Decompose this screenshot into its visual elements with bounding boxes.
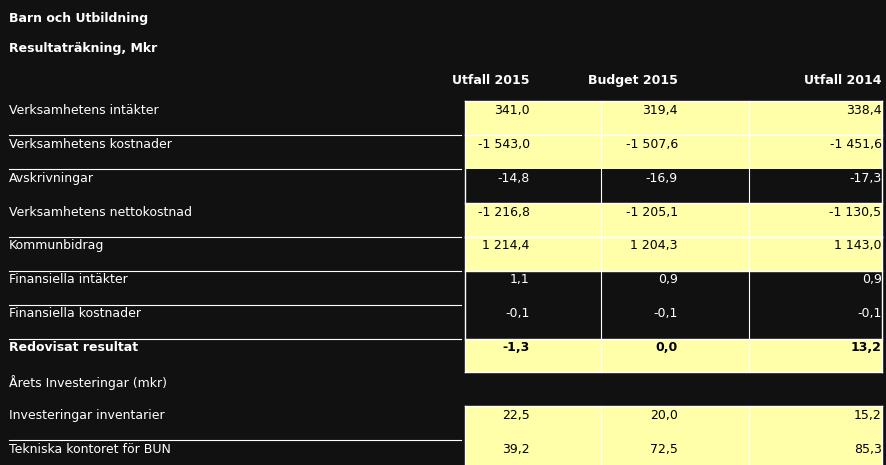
- Text: 15,2: 15,2: [854, 409, 882, 422]
- Bar: [465, 406, 882, 440]
- Text: 319,4: 319,4: [642, 104, 678, 117]
- Bar: [465, 101, 882, 135]
- Bar: [465, 440, 882, 465]
- Text: 39,2: 39,2: [502, 443, 530, 456]
- Text: Finansiella kostnader: Finansiella kostnader: [9, 307, 141, 320]
- Text: 1 204,3: 1 204,3: [630, 239, 678, 252]
- Bar: [465, 339, 882, 372]
- Text: -16,9: -16,9: [646, 172, 678, 185]
- Text: 20,0: 20,0: [650, 409, 678, 422]
- Text: Finansiella intäkter: Finansiella intäkter: [9, 273, 128, 286]
- Text: Utfall 2015: Utfall 2015: [453, 74, 530, 87]
- Text: Årets Investeringar (mkr): Årets Investeringar (mkr): [9, 375, 167, 390]
- Bar: [465, 237, 882, 271]
- Text: -1 205,1: -1 205,1: [626, 206, 678, 219]
- Text: 72,5: 72,5: [650, 443, 678, 456]
- Text: -0,1: -0,1: [505, 307, 530, 320]
- Text: Budget 2015: Budget 2015: [588, 74, 678, 87]
- Text: Kommunbidrag: Kommunbidrag: [9, 239, 105, 252]
- Text: -1 216,8: -1 216,8: [478, 206, 530, 219]
- Text: 13,2: 13,2: [851, 341, 882, 354]
- Bar: [465, 203, 882, 237]
- Text: Verksamhetens kostnader: Verksamhetens kostnader: [9, 138, 172, 151]
- Text: 1,1: 1,1: [510, 273, 530, 286]
- Text: -1,3: -1,3: [502, 341, 530, 354]
- Text: Barn och Utbildning: Barn och Utbildning: [9, 12, 148, 25]
- Text: 338,4: 338,4: [846, 104, 882, 117]
- Text: -14,8: -14,8: [498, 172, 530, 185]
- Text: Verksamhetens nettokostnad: Verksamhetens nettokostnad: [9, 206, 192, 219]
- Text: 22,5: 22,5: [502, 409, 530, 422]
- Text: -17,3: -17,3: [850, 172, 882, 185]
- Text: -1 130,5: -1 130,5: [829, 206, 882, 219]
- Text: -1 451,6: -1 451,6: [829, 138, 882, 151]
- Text: 0,9: 0,9: [862, 273, 882, 286]
- Text: Verksamhetens intäkter: Verksamhetens intäkter: [9, 104, 159, 117]
- Text: -1 507,6: -1 507,6: [626, 138, 678, 151]
- Text: Resultaträkning, Mkr: Resultaträkning, Mkr: [9, 42, 157, 55]
- Text: 0,9: 0,9: [658, 273, 678, 286]
- Text: -0,1: -0,1: [857, 307, 882, 320]
- Bar: [465, 135, 882, 169]
- Text: Redovisat resultat: Redovisat resultat: [9, 341, 138, 354]
- Text: Avskrivningar: Avskrivningar: [9, 172, 94, 185]
- Text: 341,0: 341,0: [494, 104, 530, 117]
- Text: 85,3: 85,3: [854, 443, 882, 456]
- Text: -0,1: -0,1: [653, 307, 678, 320]
- Text: Utfall 2014: Utfall 2014: [804, 74, 882, 87]
- Text: -1 543,0: -1 543,0: [478, 138, 530, 151]
- Text: Tekniska kontoret för BUN: Tekniska kontoret för BUN: [9, 443, 171, 456]
- Text: 1 143,0: 1 143,0: [834, 239, 882, 252]
- Text: 0,0: 0,0: [656, 341, 678, 354]
- Text: 1 214,4: 1 214,4: [483, 239, 530, 252]
- Text: Investeringar inventarier: Investeringar inventarier: [9, 409, 165, 422]
